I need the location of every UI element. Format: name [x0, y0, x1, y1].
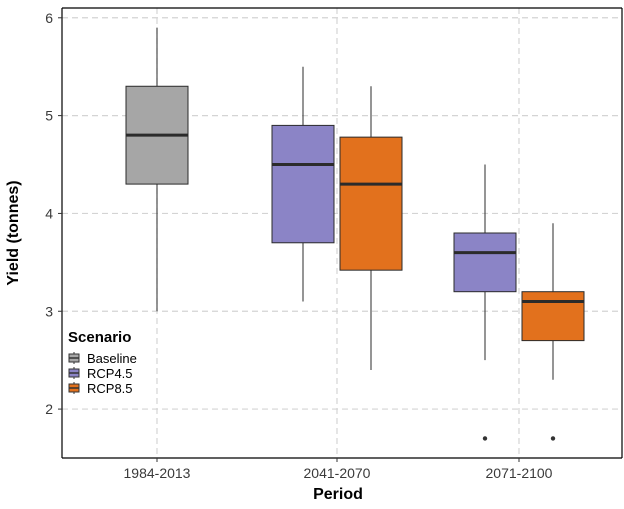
- legend-title: Scenario: [68, 329, 131, 346]
- y-tick-label: 3: [45, 303, 53, 319]
- box-rcp45-2041-2070: [271, 66, 335, 302]
- legend-label: RCP8.5: [87, 381, 133, 396]
- iqr-box: [271, 124, 335, 244]
- legend-item-rcp45: RCP4.5: [68, 366, 133, 381]
- box-series: [125, 27, 585, 441]
- iqr-box: [339, 136, 403, 271]
- x-tick-label: 2071-2100: [486, 465, 553, 481]
- legend-label: RCP4.5: [87, 366, 133, 381]
- y-tick-label: 5: [45, 108, 53, 124]
- y-axis-title: Yield (tonnes): [5, 180, 22, 285]
- box-rcp85-2071-2100: [521, 223, 585, 441]
- box-rcp45-2071-2100: [453, 164, 517, 441]
- legend-item-baseline: Baseline: [68, 351, 137, 366]
- axes: 2 3 4 5 6 1984-2013 2041-2070 2071-2100: [45, 7, 623, 481]
- iqr-box: [521, 291, 585, 342]
- box-baseline-1984-2013: [125, 27, 189, 312]
- x-axis-title: Period: [313, 486, 363, 503]
- outlier-point: [550, 436, 556, 441]
- box-rcp85-2041-2070: [339, 86, 403, 370]
- legend-item-rcp85: RCP8.5: [68, 381, 133, 396]
- y-tick-label: 2: [45, 401, 53, 417]
- iqr-box: [453, 232, 517, 293]
- y-tick-label: 4: [45, 205, 53, 221]
- legend-label: Baseline: [87, 351, 137, 366]
- y-tick-label: 6: [45, 10, 53, 26]
- x-tick-label: 1984-2013: [124, 465, 191, 481]
- x-tick-label: 2041-2070: [304, 465, 371, 481]
- outlier-point: [482, 436, 488, 441]
